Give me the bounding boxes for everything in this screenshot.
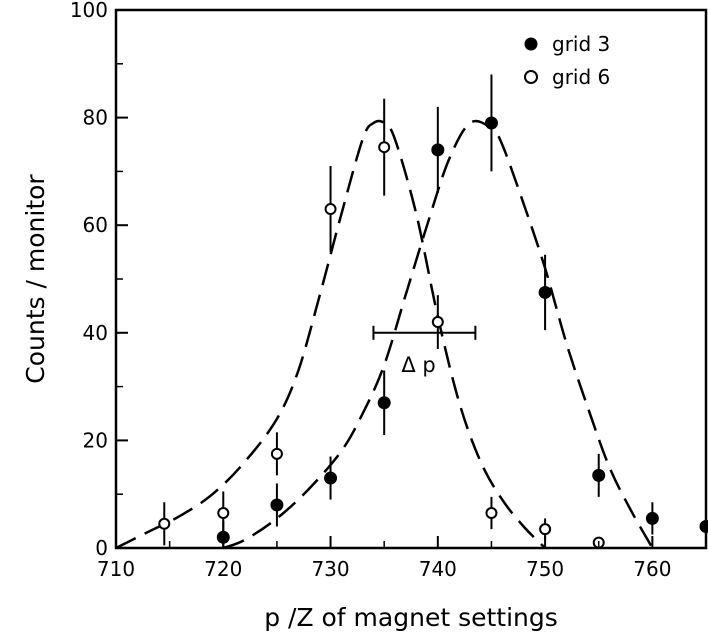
x-tick-label: 760 [633,557,671,581]
y-tick-label: 20 [83,428,108,452]
fit-curves [115,119,654,550]
data-point [324,471,338,485]
legend-label: grid 6 [552,65,610,89]
data-point [539,523,552,536]
data-point [538,285,552,299]
data-point [484,116,498,130]
data-point [217,507,230,520]
legend-label: grid 3 [552,32,610,56]
legend: grid 3 grid 6 [524,32,610,89]
data-point [158,517,171,530]
data-points [158,116,708,549]
y-tick-label: 80 [83,106,108,130]
data-point [431,143,445,157]
data-point [378,141,391,154]
legend-marker [524,70,538,84]
fit-curve [115,119,546,550]
x-tick-label: 730 [311,557,349,581]
data-point [645,511,659,525]
y-tick-label: 40 [83,321,108,345]
fit-curve [222,119,654,550]
data-point [270,447,283,460]
x-tick-label: 710 [97,557,135,581]
data-point [699,519,708,533]
data-point [377,396,391,410]
y-tick-label: 100 [70,0,108,22]
axis-ticks: 710 720 730 740 750 760 0 20 40 60 80 100 [70,0,707,581]
data-point [270,498,284,512]
x-tick-label: 720 [204,557,242,581]
data-point [485,507,498,520]
data-point [592,468,606,482]
y-axis-label: Counts / monitor [21,174,50,384]
data-point [431,316,444,329]
data-point [324,203,337,216]
x-tick-label: 740 [419,557,457,581]
delta-p-label: Δ p [401,353,435,377]
x-axis-label: p /Z of magnet settings [264,603,558,632]
x-tick-label: 750 [526,557,564,581]
y-tick-label: 60 [83,213,108,237]
legend-marker [524,37,538,51]
y-tick-label: 0 [95,536,108,560]
delta-p-annotation: Δ p [372,325,477,377]
